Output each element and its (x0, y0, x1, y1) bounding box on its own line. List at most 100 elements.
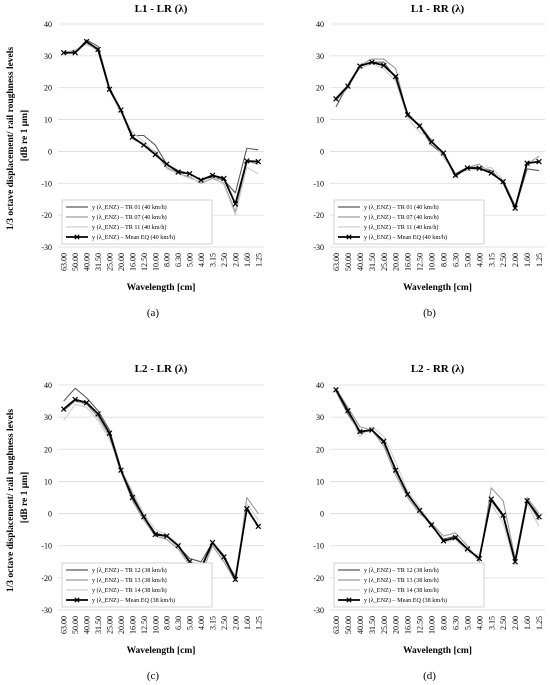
x-axis-label: Wavelength [cm] (127, 283, 196, 293)
chart-panel-1: -30 -20 -10 0 10 20 30 40 63.00 50.00 40.00 31.50 25… (6, 3, 264, 319)
y-tick-label: -10 (313, 179, 324, 188)
data-point-marker (357, 428, 363, 435)
x-tick-label: 10.00 (428, 253, 437, 271)
chart-panel-2: -30 -20 -10 0 10 20 30 40 63.00 50.00 40.00 31.50 25… (313, 3, 545, 319)
data-point-marker (163, 533, 170, 539)
x-tick-label: 1.25 (254, 253, 263, 267)
y-tick-label: -30 (41, 243, 52, 252)
x-tick-label: 12.50 (416, 616, 425, 634)
data-point-marker (175, 169, 181, 175)
legend-entry: y (λ_ENZ) – TR 14 (38 km/h) (364, 587, 439, 594)
legend-entry: y (λ_ENZ) – TR 01 (40 km/h) (92, 204, 167, 211)
y-tick-label: 40 (44, 20, 52, 29)
x-tick-label: 8.00 (439, 253, 448, 267)
series-line-1 (335, 61, 540, 210)
x-tick-label: 50.00 (344, 253, 353, 271)
legend-entry: y (λ_ENZ) – TR 13 (38 km/h) (364, 577, 439, 584)
data-point-marker (141, 513, 147, 520)
y-tick-label: -30 (41, 606, 52, 615)
data-point-marker (163, 161, 170, 167)
series-line-1 (63, 39, 259, 194)
y-tick-label: 0 (320, 510, 324, 519)
x-tick-label: 31.50 (368, 253, 377, 271)
y-tick-label: -20 (41, 211, 52, 220)
data-point-marker (428, 139, 435, 145)
y-tick-label: 20 (44, 84, 52, 93)
chart-title: L1 - LR (λ) (135, 3, 188, 15)
legend-entry: y (λ_ENZ) – TR 14 (38 km/h) (92, 587, 167, 594)
y-tick-label: 10 (44, 477, 52, 486)
series-line-mean (63, 398, 260, 581)
legend-entry: y (λ_ENZ) – TR 12 (38 km/h) (364, 567, 439, 574)
data-point-marker (152, 151, 159, 158)
legend-entry: y (λ_ENZ) – TR 07 (40 km/h) (364, 214, 439, 221)
data-point-marker (416, 123, 423, 129)
data-point-marker (232, 201, 239, 207)
data-point-marker (141, 142, 147, 148)
x-tick-label: 10.00 (151, 616, 160, 634)
data-point-marker (186, 170, 193, 177)
panel-label: (d) (423, 670, 436, 682)
data-point-marker (476, 165, 483, 172)
data-point-marker (209, 172, 216, 179)
x-tick-label: 4.00 (475, 616, 484, 630)
chart-title: L2 - LR (λ) (135, 363, 188, 375)
data-point-marker (380, 438, 387, 445)
series-line-mean (335, 61, 540, 210)
x-tick-label: 25.00 (380, 616, 389, 634)
data-point-marker (488, 170, 495, 176)
data-point-marker (500, 512, 507, 519)
legend-entry: y (λ_ENZ) – TR 11 (40 km/h) (92, 224, 167, 231)
x-tick-label: 40.00 (83, 616, 92, 634)
legend-entry: y (λ_ENZ) – TR 11 (40 km/h) (364, 224, 439, 231)
data-point-marker (345, 407, 351, 414)
y-tick-label: 40 (44, 381, 52, 390)
x-tick-label: 31.50 (368, 616, 377, 634)
x-tick-label: 2.50 (499, 253, 508, 267)
y-tick-label: -30 (313, 606, 324, 615)
y-tick-label: 30 (44, 52, 52, 61)
data-point-marker (255, 523, 262, 530)
data-point-marker (72, 49, 78, 56)
data-point-marker (244, 505, 250, 512)
data-point-marker (221, 175, 227, 182)
x-tick-label: 16.00 (404, 253, 413, 271)
data-point-marker (95, 411, 101, 417)
y-tick-label: 30 (316, 52, 324, 61)
x-tick-label: 12.50 (140, 253, 149, 271)
x-tick-label: 2.00 (511, 616, 520, 630)
data-point-marker (106, 430, 113, 437)
x-tick-label: 31.50 (94, 616, 103, 634)
data-point-marker (452, 172, 459, 179)
x-tick-label: 3.15 (487, 616, 496, 630)
x-tick-label: 63.00 (60, 253, 69, 271)
x-tick-label: 2.50 (220, 616, 229, 630)
data-point-marker (368, 427, 375, 433)
data-point-marker (416, 507, 423, 514)
x-tick-label: 4.00 (197, 616, 206, 630)
x-tick-label: 50.00 (71, 253, 80, 271)
data-point-marker (536, 513, 542, 520)
y-tick-label: 0 (48, 510, 52, 519)
x-tick-label: 4.00 (475, 253, 484, 267)
y-tick-label: 0 (48, 147, 52, 156)
data-point-marker (380, 62, 387, 69)
y-tick-label: 30 (44, 413, 52, 422)
x-tick-label: 50.00 (344, 616, 353, 634)
y-tick-label: -10 (41, 179, 52, 188)
data-point-marker (536, 158, 542, 165)
x-tick-label: 1.60 (523, 253, 532, 267)
x-tick-label: 2.50 (220, 253, 229, 267)
y-tick-label: 20 (316, 84, 324, 93)
data-point-marker (476, 555, 483, 562)
x-tick-label: 5.00 (463, 616, 472, 630)
legend-marker (346, 234, 352, 240)
y-tick-label: 30 (316, 413, 324, 422)
legend-entry: y (λ_ENZ) – TR 07 (40 km/h) (92, 214, 167, 221)
data-point-marker (255, 158, 262, 165)
data-point-marker (83, 399, 90, 406)
series-line-3 (63, 403, 259, 576)
x-tick-label: 8.00 (163, 253, 172, 267)
data-point-marker (60, 49, 67, 56)
data-point-marker (440, 538, 447, 544)
